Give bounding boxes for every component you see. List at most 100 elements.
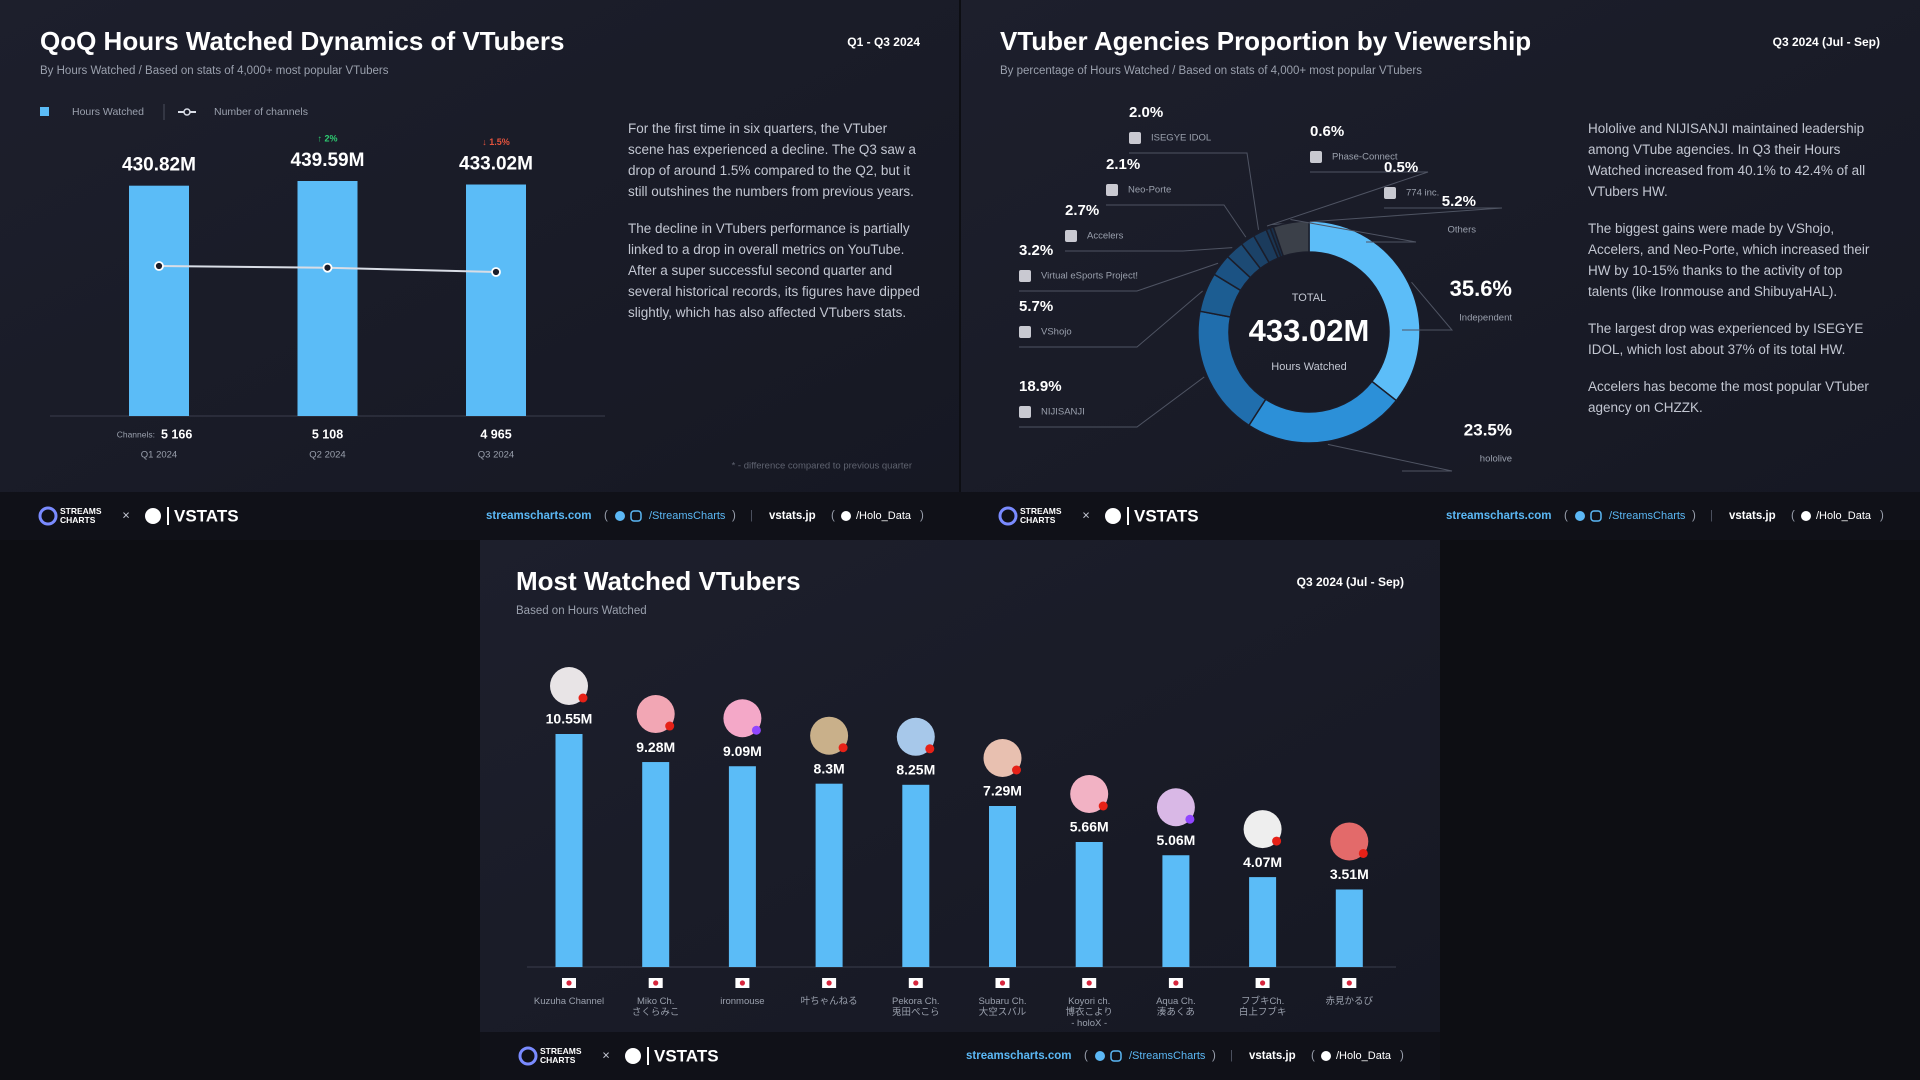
value-label: 10.55M <box>546 711 593 727</box>
channels-point <box>491 267 501 277</box>
footer-bg <box>480 1032 1440 1080</box>
platform-badge <box>1272 836 1282 846</box>
center-label: TOTAL <box>1292 292 1326 304</box>
paren: ( <box>1311 1050 1315 1062</box>
bar <box>728 766 756 967</box>
bar <box>129 185 189 416</box>
platform-badge <box>1185 814 1195 824</box>
value-label: 5.2% <box>1442 193 1476 210</box>
twitter-icon <box>1321 1051 1331 1061</box>
period: Q3 2024 (Jul - Sep) <box>1297 575 1404 589</box>
legend-marker <box>183 108 191 116</box>
separator: | <box>1230 1050 1233 1062</box>
leader-line <box>1266 171 1429 227</box>
platform-badge <box>1012 765 1021 775</box>
paren: ( <box>604 510 608 522</box>
flag-dot <box>999 980 1006 986</box>
platform-badge <box>578 693 588 703</box>
flag-dot <box>1346 980 1352 986</box>
legend-label: ISEGYE IDOL <box>1151 133 1211 144</box>
chart-title: QoQ Hours Watched Dynamics of VTubers <box>40 26 564 56</box>
avatar <box>1070 774 1109 813</box>
bar <box>902 784 930 967</box>
value-label: 35.6% <box>1450 276 1512 301</box>
platform-badge <box>838 743 848 753</box>
channels-row-label: Channels: <box>117 429 155 439</box>
streams-icon <box>38 506 58 526</box>
twitter-icon <box>615 511 625 521</box>
agency-icon <box>1019 270 1031 282</box>
vstats-logo: VSTATS <box>1134 506 1199 525</box>
instagram-icon <box>1590 510 1602 522</box>
value-label: 3.51M <box>1330 866 1369 882</box>
center-sublabel: Hours Watched <box>1271 361 1346 373</box>
paren: ( <box>831 510 835 522</box>
flag-dot <box>653 980 659 986</box>
bar <box>466 184 526 416</box>
bar <box>1162 855 1190 967</box>
flag-dot <box>739 980 746 986</box>
flag-dot <box>913 980 919 986</box>
bar <box>1335 889 1363 967</box>
channels-value: 4 965 <box>480 427 511 441</box>
flag-dot <box>566 980 572 986</box>
platform-badge <box>665 721 675 731</box>
times: × <box>122 507 130 522</box>
handle: /Holo_Data <box>1816 510 1872 522</box>
change-label: ↑ 2% <box>317 133 337 143</box>
agency-icon <box>1384 187 1396 199</box>
value-label: 8.3M <box>814 760 845 776</box>
agency-icon <box>1310 151 1322 163</box>
leader-line <box>1019 262 1219 292</box>
period: Q1 - Q3 2024 <box>847 35 920 49</box>
leader-line <box>1402 281 1454 331</box>
panel-bg <box>960 0 1920 492</box>
legend-label: Number of channels <box>214 106 308 118</box>
site: vstats.jp <box>1249 1050 1296 1062</box>
platform-badge <box>925 744 935 754</box>
donut-segment <box>1272 220 1310 258</box>
value-label: 8.25M <box>896 761 935 777</box>
twitter-icon <box>1095 1051 1105 1061</box>
value-label: 5.66M <box>1070 819 1109 835</box>
paren: ( <box>1791 510 1795 522</box>
twitter-icon <box>841 511 851 521</box>
instagram-icon <box>630 510 642 522</box>
handle: /Holo_Data <box>1336 1050 1392 1062</box>
streams-icon <box>998 506 1018 526</box>
flag-dot <box>1173 980 1179 986</box>
bar <box>642 762 670 967</box>
paren: ) <box>1880 510 1884 522</box>
avatar <box>1243 810 1282 849</box>
value-label: 9.09M <box>723 743 762 759</box>
legend-label: Hours Watched <box>72 106 144 118</box>
legend-label: Neo-Porte <box>1128 185 1171 196</box>
value-label: 0.6% <box>1310 123 1344 140</box>
leader-line <box>1019 290 1203 348</box>
streams-icon <box>518 1046 538 1066</box>
vstats-icon <box>145 508 161 524</box>
x-tick-label: Q1 2024 <box>141 450 177 461</box>
leader-line <box>1327 443 1453 472</box>
x-tick-label: Q3 2024 <box>478 450 514 461</box>
avatar <box>723 699 762 738</box>
twitter-icon <box>1801 511 1811 521</box>
value-label: 2.7% <box>1065 202 1099 219</box>
handle: /StreamsCharts <box>1129 1050 1206 1062</box>
site: streamscharts.com <box>966 1050 1071 1062</box>
handle: /StreamsCharts <box>1609 510 1686 522</box>
flag-dot <box>1086 980 1092 986</box>
value-label: 5.7% <box>1019 298 1053 315</box>
platform-badge <box>751 725 761 735</box>
avatar <box>810 716 849 755</box>
vstats-logo: VSTATS <box>174 506 239 525</box>
bar <box>989 805 1016 967</box>
handle: /StreamsCharts <box>649 510 726 522</box>
platform-badge <box>1358 848 1368 858</box>
value-label: 2.1% <box>1106 156 1140 173</box>
agency-icon <box>1065 230 1077 242</box>
paren: ) <box>1400 1050 1404 1062</box>
vstats-icon <box>625 1048 641 1064</box>
avatar <box>636 695 675 734</box>
